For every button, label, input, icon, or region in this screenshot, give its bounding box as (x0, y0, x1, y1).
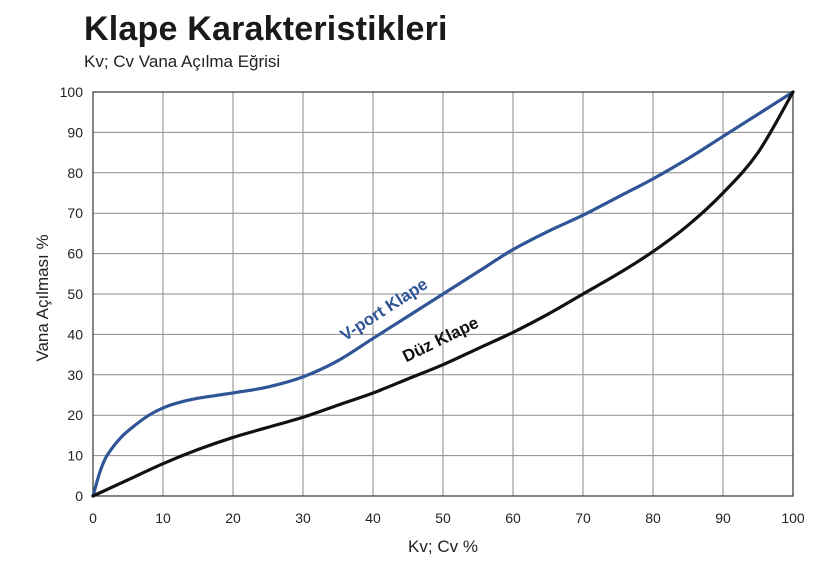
x-tick-label: 20 (225, 510, 241, 526)
duz-klape-label: Düz Klape (399, 313, 481, 366)
y-tick-label: 100 (60, 84, 84, 100)
plot-frame (92, 91, 794, 497)
x-tick-label: 10 (155, 510, 171, 526)
series-lines (91, 90, 795, 498)
x-tick-label: 0 (89, 510, 97, 526)
x-axis-label: Kv; Cv % (408, 537, 478, 556)
y-axis-label: Vana Açılması % (33, 234, 52, 361)
chart-subtitle: Kv; Cv Vana Açılma Eğrisi (84, 52, 281, 71)
y-tick-label: 50 (67, 286, 83, 302)
duz-series-line (91, 90, 795, 498)
x-tick-label: 80 (645, 510, 661, 526)
y-tick-label: 70 (67, 205, 83, 221)
chart-title: Klape Karakteristikleri (84, 10, 448, 48)
x-tick-label: 60 (505, 510, 521, 526)
v-port-series-line (91, 90, 795, 498)
y-tick-label: 40 (67, 326, 83, 342)
y-tick-label: 60 (67, 246, 83, 262)
x-tick-label: 30 (295, 510, 311, 526)
x-tick-label: 50 (435, 510, 451, 526)
x-tick-label: 100 (781, 510, 805, 526)
axes: 0 10 20 30 40 50 60 70 80 90 100 0 10 20 30 40 50 60 70 80 9… (60, 84, 805, 526)
x-tick-label: 90 (715, 510, 731, 526)
y-tick-label: 90 (67, 124, 83, 140)
y-tick-label: 30 (67, 367, 83, 383)
x-tick-label: 40 (365, 510, 381, 526)
x-tick-label: 70 (575, 510, 591, 526)
y-tick-label: 80 (67, 165, 83, 181)
y-tick-label: 10 (67, 448, 83, 464)
y-tick-label: 0 (75, 488, 83, 504)
y-tick-label: 20 (67, 407, 83, 423)
